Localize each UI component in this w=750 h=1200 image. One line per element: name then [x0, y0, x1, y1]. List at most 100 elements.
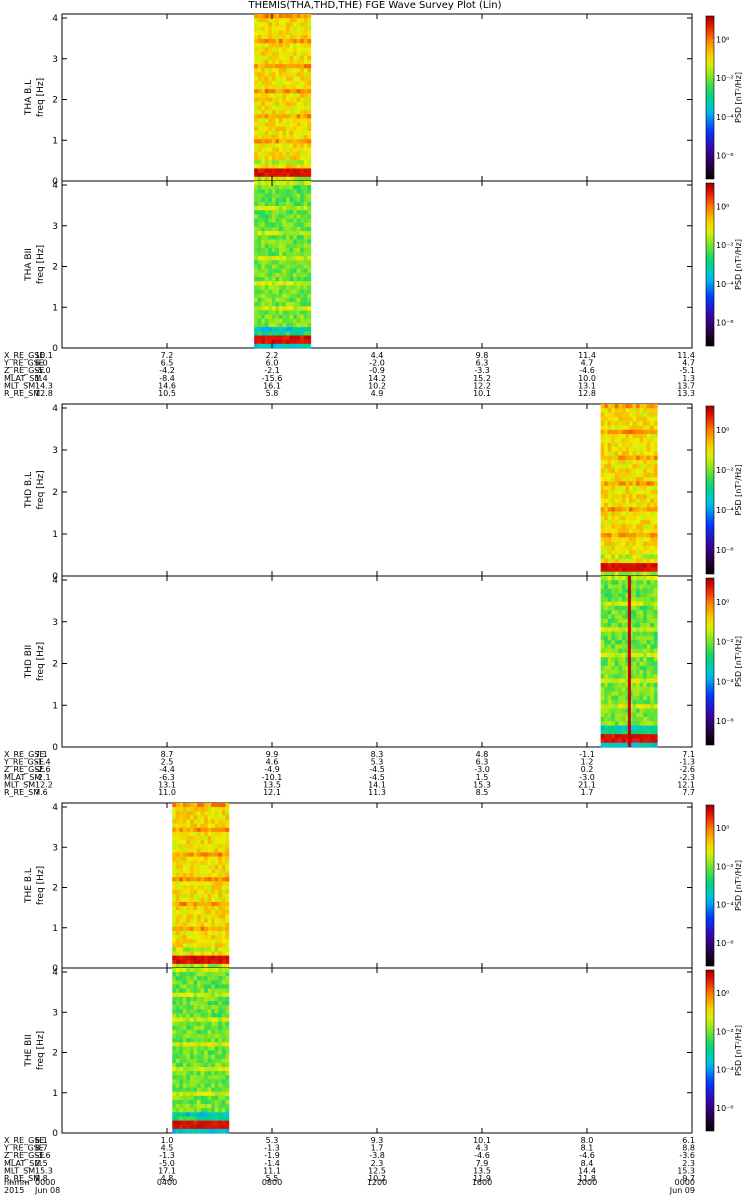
freq-tick-label: 4 [52, 404, 58, 414]
colorbar [705, 182, 715, 347]
ephemeris-value: 4.4 [371, 351, 384, 360]
ephemeris-value: -1.9 [264, 1151, 280, 1160]
ephemeris-value: 11.1 [263, 1166, 281, 1175]
ephemeris-value: 1.5 [476, 773, 489, 782]
freq-tick-label: 3 [52, 1008, 58, 1018]
time-tick-label: 1200 [367, 1178, 387, 1187]
freq-tick-label: 2 [52, 96, 58, 106]
ephemeris-value: -2.6 [35, 765, 51, 774]
ephemeris-row-label: MLT_SM [4, 1166, 35, 1175]
ephemeris-value: 2.5 [161, 758, 174, 767]
colorbar-label: PSD [nT²/Hz] [734, 636, 743, 687]
ephemeris-value: -4.6 [474, 1151, 490, 1160]
ephemeris-value: 12.5 [368, 1166, 386, 1175]
colorbar-tick-label: 10⁰ [716, 989, 729, 998]
ephemeris-value: 5.3 [266, 1136, 279, 1145]
panel-tha-bii: 0 1 2 3 4 THA BII freq [Hz] 10⁰ 10⁻² 10⁻⁴ 10⁻⁶ PSD … [24, 180, 743, 354]
freq-tick-label: 2 [52, 263, 58, 273]
ephemeris-value: 8.3 [371, 750, 384, 759]
ephemeris-value: 9.9 [266, 750, 279, 759]
ephemeris-row-label: MLAT_SM [4, 1159, 41, 1168]
colorbar-tick-label: 10⁰ [716, 202, 729, 211]
freq-tick-label: 4 [52, 14, 58, 24]
ephemeris-value: 7.2 [161, 351, 174, 360]
freq-tick-label: 0 [52, 1129, 58, 1139]
colorbar-tick-label: 10⁻⁶ [716, 546, 734, 555]
ephemeris-value: -10.1 [262, 773, 283, 782]
colorbar-label: PSD [nT²/Hz] [734, 239, 743, 290]
ephemeris-value: 16.1 [263, 381, 281, 390]
ephemeris-value: -3.0 [474, 765, 490, 774]
colorbar-label: PSD [nT²/Hz] [734, 465, 743, 516]
colorbar [705, 969, 715, 1132]
spectrogram-burst [254, 181, 312, 349]
ephemeris-value: -2.6 [679, 765, 695, 774]
freq-tick-label: 3 [52, 55, 58, 65]
freq-tick-label: 3 [52, 618, 58, 628]
freq-axis-label: freq [Hz] [36, 1031, 46, 1070]
time-tick-label: 0000 [35, 1178, 55, 1187]
ephemeris-value: 21.1 [578, 780, 596, 789]
ephemeris-value: 14.4 [578, 1166, 596, 1175]
colorbar [705, 15, 715, 180]
ephemeris-value: 2.2 [266, 351, 279, 360]
ephemeris-value: 4.8 [161, 1174, 174, 1183]
ephemeris-value: 13.3 [677, 389, 695, 398]
ephemeris-row-label: R_RE_SM [4, 1174, 40, 1183]
ephemeris-value: -3.3 [474, 366, 490, 375]
ephemeris-value: 6.0 [35, 359, 48, 368]
ephemeris-value: 14.2 [368, 374, 386, 383]
ephemeris-value: 8.7 [161, 750, 174, 759]
colorbar-tick-label: 10⁻⁴ [716, 677, 734, 686]
ephemeris-value: -0.9 [369, 366, 385, 375]
ephemeris-value: 12.8 [578, 389, 596, 398]
ephemeris-value: 1.7 [371, 1144, 384, 1153]
colorbar-tick-label: 10⁻² [716, 466, 734, 475]
ephemeris-value: -2.1 [35, 773, 51, 782]
panel-ylabel: THE B.L [24, 868, 34, 904]
ephemeris-value: 7.9 [476, 1159, 489, 1168]
ephemeris-value: 13.1 [578, 381, 596, 390]
ephemeris-value: 17.1 [158, 1166, 176, 1175]
colorbar [705, 405, 715, 575]
ephemeris-value: 11.4 [677, 351, 695, 360]
time-tick-label: 0400 [157, 1178, 177, 1187]
spectrogram-burst [600, 576, 658, 748]
ephemeris-value: 12.2 [35, 780, 53, 789]
freq-tick-label: 4 [52, 803, 58, 813]
colorbar-tick-label: 10⁻² [716, 638, 734, 647]
ephemeris-value: -1.3 [159, 1151, 175, 1160]
panel-thd-bii: 0 1 2 3 4 THD BII freq [Hz] 10⁰ 10⁻² 10⁻⁴ 10⁻⁶ PSD … [24, 575, 743, 753]
ephemeris-row-label: Z_RE_GSE [4, 366, 44, 375]
ephemeris-value: 8.5 [476, 788, 489, 797]
ephemeris-value: 12.1 [263, 788, 281, 797]
ephemeris-value: 0.2 [581, 765, 594, 774]
ephemeris-value: -4.9 [264, 765, 280, 774]
ephemeris-value: 13.1 [158, 780, 176, 789]
ephemeris-value: 9.7 [682, 1174, 695, 1183]
ephemeris-value: 15.3 [677, 1166, 695, 1175]
freq-tick-label: 1 [52, 303, 58, 313]
colorbar-tick-label: 10⁻⁶ [716, 152, 734, 161]
freq-tick-label: 0 [52, 964, 58, 974]
ephemeris-value: 10.1 [473, 389, 491, 398]
ephemeris-value: 13.5 [263, 780, 281, 789]
time-tick-label: 0800 [262, 1178, 282, 1187]
panel-ylabel: THD B.L [24, 472, 34, 509]
ephemeris-value: 7.1 [682, 750, 695, 759]
ephemeris-value: -1.4 [35, 758, 51, 767]
ephemeris-value: 11.9 [473, 1174, 491, 1183]
spectral-line [627, 576, 631, 747]
colorbar-label: PSD [nT²/Hz] [734, 860, 743, 911]
ephemeris-row-label: MLAT_SM [4, 773, 41, 782]
ephemeris-value: 6.1 [35, 1136, 48, 1145]
ephemeris-value: -1.4 [264, 1159, 280, 1168]
ephemeris-row-label: X_RE_GSE [4, 351, 44, 360]
freq-tick-label: 2 [52, 884, 58, 894]
panel-the-bii: 0 1 2 3 4 THE BII freq [Hz] 10⁰ 10⁻² 10⁻⁴ 10⁻⁶ PSD … [24, 967, 743, 1139]
freq-tick-label: 1 [52, 924, 58, 934]
ephemeris-row-label: X_RE_GSE [4, 750, 44, 759]
panel-frame [61, 403, 693, 577]
